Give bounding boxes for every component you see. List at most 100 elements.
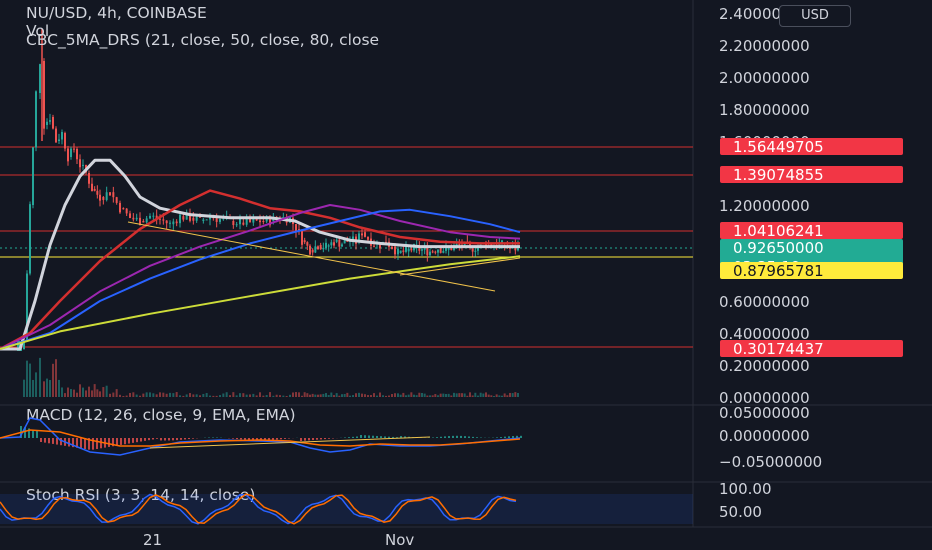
- candle-body: [317, 246, 319, 250]
- stoch-axis-label: 100.00: [719, 480, 772, 498]
- candle-body: [517, 246, 519, 251]
- volume-bar: [105, 385, 108, 397]
- volume-bar: [370, 395, 372, 397]
- macd-histogram-bar: [140, 438, 142, 442]
- macd-histogram-bar: [348, 437, 350, 438]
- candle-body: [319, 245, 322, 250]
- candle-body: [485, 242, 487, 248]
- candle-body: [338, 239, 341, 247]
- volume-bar: [437, 395, 439, 397]
- candle-body: [474, 250, 477, 252]
- macd-histogram-bar: [148, 438, 150, 441]
- macd-histogram-bar: [512, 435, 514, 438]
- macd-histogram-bar: [232, 438, 234, 439]
- volume-bar: [298, 392, 300, 397]
- volume-bar: [410, 392, 413, 397]
- macd-histogram-bar: [48, 438, 50, 444]
- macd-histogram-bar: [280, 438, 282, 440]
- trend-lines[interactable]: [127, 221, 521, 292]
- volume-bar: [29, 363, 31, 397]
- volume-bar: [458, 393, 461, 397]
- volume-legend[interactable]: Vol: [26, 22, 50, 40]
- candle-body: [423, 247, 426, 250]
- price-axis-label: 0.00000000: [719, 389, 810, 407]
- volume-bar: [135, 394, 138, 397]
- price-axis-label: 1.20000000: [719, 197, 810, 215]
- volume-bar: [235, 395, 238, 397]
- candle-body: [165, 220, 168, 224]
- macd-histogram-bar: [24, 427, 26, 438]
- volume-bar: [450, 395, 453, 397]
- candle-body: [96, 190, 99, 195]
- currency-selector[interactable]: USD: [779, 5, 851, 27]
- volume-bar: [99, 391, 101, 397]
- candle-body: [399, 250, 402, 253]
- ma-line-purple: [0, 204, 521, 350]
- moving-averages: [0, 158, 521, 351]
- macd-histogram-bar: [244, 438, 246, 440]
- macd-histogram-bar: [92, 438, 94, 450]
- macd-histogram-bar: [100, 438, 102, 449]
- candle-body: [335, 239, 338, 242]
- macd-histogram-bar: [168, 438, 170, 441]
- candle-body: [325, 242, 327, 248]
- candle-body: [139, 217, 141, 226]
- candle-body: [29, 204, 31, 274]
- volume-bar: [407, 394, 410, 397]
- volume-bar: [192, 394, 195, 397]
- candle-body: [242, 222, 245, 225]
- macd-histogram-bar: [396, 437, 398, 438]
- macd-histogram-bar: [368, 435, 370, 438]
- trend-line: [127, 221, 496, 292]
- volume-bar: [269, 392, 271, 397]
- candle-body: [509, 247, 511, 249]
- price-axis-label: 0.40000000: [719, 325, 810, 343]
- macd-histogram-bar: [392, 436, 394, 438]
- candle-body: [49, 120, 51, 122]
- volume-bar: [252, 393, 255, 397]
- candle-body: [162, 219, 165, 221]
- volume-bar: [222, 393, 225, 397]
- volume-bar: [205, 393, 208, 397]
- indicator-legend[interactable]: CBC_5MA_DRS (21, close, 50, close, 80, c…: [26, 31, 380, 49]
- volume-bar: [64, 393, 66, 397]
- candle-body: [149, 215, 151, 219]
- macd-histogram-bar: [504, 436, 506, 438]
- candle-body: [361, 233, 363, 236]
- macd-histogram-bar: [60, 438, 62, 446]
- symbol-title[interactable]: NU/USD, 4h, COINBASE: [26, 4, 207, 22]
- macd-histogram-bar: [300, 438, 302, 441]
- volume-bar: [335, 393, 338, 397]
- candle-body: [490, 243, 493, 247]
- volume-bar: [501, 395, 503, 397]
- volume-bar: [455, 393, 458, 397]
- volume-bar: [426, 395, 429, 397]
- time-axis[interactable]: 21 Nov: [143, 531, 414, 549]
- macd-histogram-bar: [116, 438, 118, 446]
- volume-bar: [262, 395, 265, 397]
- macd-histogram-bar: [120, 438, 122, 445]
- macd-histogram-bar: [192, 438, 194, 439]
- price-level-lines: [0, 146, 693, 348]
- macd-histogram-bar: [96, 438, 98, 449]
- volume-bar: [49, 380, 51, 397]
- candle-body: [35, 91, 37, 148]
- macd-histogram-bar: [316, 438, 318, 440]
- candle-body: [192, 217, 195, 221]
- candle-body: [479, 243, 482, 247]
- volume-bar: [202, 393, 205, 397]
- candlestick-series: [17, 29, 519, 351]
- macd-histogram-bar: [308, 438, 310, 441]
- volume-bar: [32, 379, 34, 397]
- candle-body: [125, 208, 128, 214]
- macd-histogram-bar: [500, 437, 502, 438]
- volume-bar: [453, 392, 455, 397]
- macd-histogram-bar: [400, 436, 402, 438]
- candle-body: [26, 273, 28, 341]
- candle-body: [379, 242, 381, 249]
- price-axis-label: 1.80000000: [719, 101, 810, 119]
- candle-body: [122, 208, 125, 210]
- macd-histogram-bar: [364, 435, 366, 438]
- candle-body: [88, 173, 90, 184]
